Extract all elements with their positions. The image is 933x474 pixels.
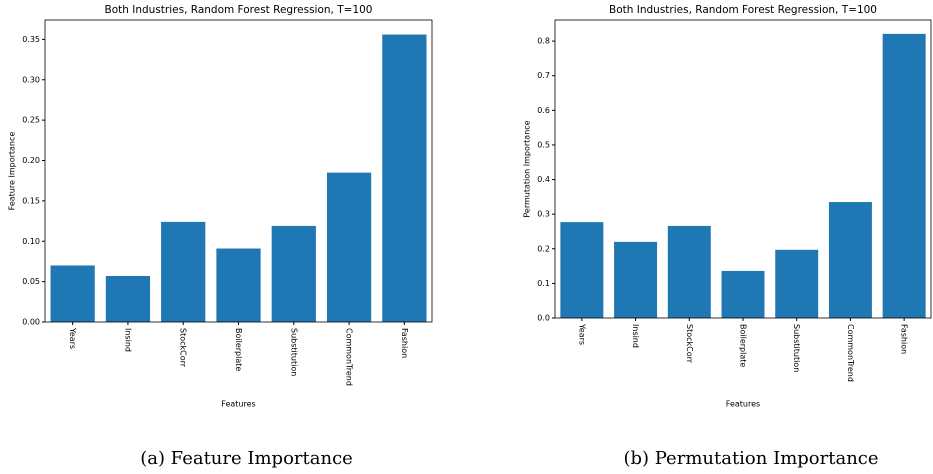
x-axis-label: Features	[726, 400, 760, 409]
y-tick-label: 0.5	[537, 140, 550, 149]
y-tick-label: 0.15	[22, 196, 40, 205]
x-tick-label: Substitution	[289, 328, 298, 376]
x-tick-label: StockCorr	[685, 324, 694, 364]
x-tick-label: Years	[577, 323, 586, 345]
y-tick-label: 0.25	[22, 116, 40, 125]
plot-frame	[554, 19, 932, 319]
caption: (a) Feature Importance	[140, 448, 353, 469]
bar	[775, 249, 819, 318]
x-tick-label: Insind	[123, 328, 132, 352]
bar	[271, 225, 316, 322]
bar	[560, 222, 604, 318]
x-tick-label: Fashion	[900, 324, 909, 354]
caption: (b) Permutation Importance	[623, 448, 878, 469]
bar	[721, 270, 765, 318]
bar	[667, 225, 711, 318]
bar	[161, 221, 206, 322]
y-tick-label: 0.30	[22, 75, 40, 84]
bar	[105, 275, 151, 322]
y-tick-label: 0.00	[22, 318, 40, 327]
x-tick-label: Years	[68, 327, 77, 349]
bar	[614, 241, 658, 318]
y-tick-label: 0.20	[22, 156, 40, 165]
x-tick-label: Fashion	[400, 328, 409, 358]
y-axis-label: Feature Importance	[8, 132, 17, 211]
x-tick-label: Boilerplate	[739, 324, 748, 367]
y-tick-label: 0.35	[22, 35, 40, 44]
y-tick-label: 0.1	[537, 279, 550, 288]
bar	[382, 34, 427, 322]
x-tick-label: StockCorr	[179, 328, 188, 368]
bar	[216, 248, 261, 322]
y-tick-label: 0.7	[537, 71, 550, 80]
bar	[50, 265, 95, 322]
chart-title: Both Industries, Random Forest Regressio…	[609, 4, 877, 16]
x-tick-label: Insind	[631, 324, 640, 348]
y-tick-label: 0.8	[537, 37, 550, 46]
y-tick-label: 0.10	[22, 237, 40, 246]
x-axis-label: Features	[221, 400, 255, 409]
y-tick-label: 0.6	[537, 106, 550, 115]
y-tick-label: 0.05	[22, 277, 40, 286]
x-tick-label: Substitution	[792, 324, 801, 372]
x-tick-label: Boilerplate	[234, 328, 243, 371]
y-tick-label: 0.2	[537, 244, 550, 253]
x-tick-label: CommonTrend	[846, 324, 855, 382]
chart-title: Both Industries, Random Forest Regressio…	[105, 4, 373, 16]
bar	[828, 202, 872, 318]
x-tick-label: CommonTrend	[345, 328, 354, 386]
y-tick-label: 0.4	[537, 175, 550, 184]
y-tick-label: 0.0	[537, 314, 550, 323]
bar	[882, 33, 926, 319]
y-tick-label: 0.3	[537, 210, 550, 219]
bar	[326, 172, 372, 322]
plot-frame	[44, 19, 433, 323]
y-axis-label: Permutation Importance	[523, 120, 532, 217]
